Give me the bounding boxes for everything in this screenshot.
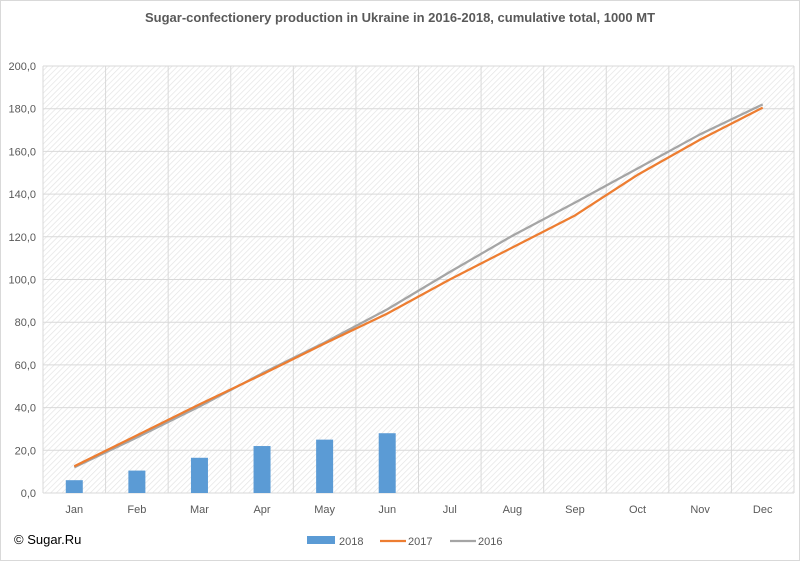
y-tick-label: 20,0 [15,445,36,457]
x-tick-label: Jun [378,504,396,516]
legend-label-2018: 2018 [339,536,363,548]
y-tick-label: 180,0 [8,104,36,116]
y-tick-label: 80,0 [15,317,36,329]
x-tick-label: Sep [565,504,585,516]
legend-swatch-2018 [307,536,335,544]
x-tick-label: Dec [753,504,773,516]
x-tick-label: May [314,504,335,516]
legend-label-2017: 2017 [408,536,432,548]
y-axis: 0,0 20,0 40,0 60,0 80,0 100,0 120,0 140,0 160,0 1… [8,61,36,500]
legend-label-2016: 2016 [478,536,502,548]
y-tick-label: 140,0 [8,189,36,201]
x-tick-label: Jan [65,504,83,516]
line-series-2016 [73,103,764,469]
x-tick-label: Mar [190,504,209,516]
y-tick-label: 60,0 [15,360,36,372]
bar-2018-May [316,439,334,493]
y-tick-label: 100,0 [8,275,36,287]
y-tick-label: 200,0 [8,61,36,73]
bar-2018-Apr [253,446,271,493]
x-tick-label: Oct [629,504,646,516]
bar-2018-Jan [65,480,83,493]
line-series [73,103,764,469]
copyright-text: © Sugar.Ru [14,532,82,547]
y-tick-label: 40,0 [15,403,36,415]
chart-title: Sugar-confectionery production in Ukrain… [144,10,656,25]
x-tick-label: Aug [503,504,523,516]
y-tick-label: 120,0 [8,232,36,244]
bar-2018-Jun [378,433,396,493]
y-tick-label: 160,0 [8,146,36,158]
y-tick-label: 0,0 [21,488,36,500]
x-axis: Jan Feb Mar Apr May Jun Jul Aug Sep Oct Nov Dec [65,504,773,516]
x-tick-label: Feb [127,504,146,516]
x-tick-label: Nov [690,504,710,516]
legend: 2018 2017 2016 [307,536,502,548]
x-tick-label: Jul [443,504,457,516]
bar-2018-Feb [128,470,146,493]
bar-series [65,433,396,493]
bar-2018-Mar [190,457,208,493]
x-tick-label: Apr [253,504,270,516]
line-series-2017 [73,106,764,468]
